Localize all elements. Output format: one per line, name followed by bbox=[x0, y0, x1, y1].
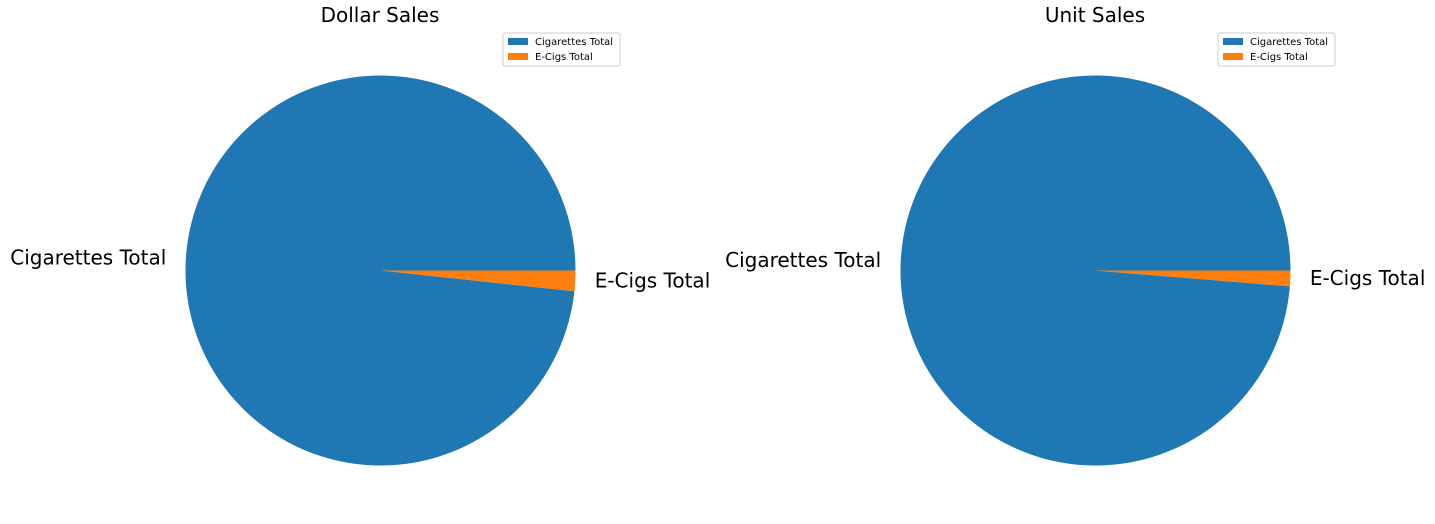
slice-label-e-cigs-total: E-Cigs Total bbox=[1310, 266, 1426, 290]
pie-slice-e-cigs-total bbox=[1095, 270, 1291, 287]
chart-title: Dollar Sales bbox=[321, 3, 440, 27]
legend-swatch-ecigs bbox=[1223, 53, 1243, 60]
legend-swatch-cigarettes bbox=[508, 38, 528, 45]
pie-slice-cigarettes-total bbox=[185, 75, 576, 466]
pie-slice-e-cigs-total bbox=[380, 270, 576, 292]
legend-label-ecigs: E-Cigs Total bbox=[1250, 52, 1308, 63]
slice-label-e-cigs-total: E-Cigs Total bbox=[595, 268, 711, 292]
legend-label-ecigs: E-Cigs Total bbox=[535, 52, 593, 63]
legend-frame bbox=[1217, 32, 1336, 67]
pie-slices bbox=[900, 75, 1291, 466]
slice-labels: Cigarettes Total E-Cigs Total bbox=[725, 248, 1425, 290]
legend-label-cigarettes: Cigarettes Total bbox=[1250, 37, 1328, 48]
legend: Cigarettes Total E-Cigs Total bbox=[1217, 32, 1336, 67]
pie-slice-cigarettes-total bbox=[900, 75, 1291, 466]
slice-labels: Cigarettes Total E-Cigs Total bbox=[10, 246, 710, 293]
dollar-sales-chart: Dollar Sales Cigarettes Total E-Cigs Tota… bbox=[10, 3, 710, 466]
legend-swatch-cigarettes bbox=[1223, 38, 1243, 45]
slice-label-cigarettes-total: Cigarettes Total bbox=[725, 248, 881, 272]
legend-swatch-ecigs bbox=[508, 53, 528, 60]
pie-slices bbox=[185, 75, 576, 466]
chart-title: Unit Sales bbox=[1045, 3, 1145, 27]
legend-label-cigarettes: Cigarettes Total bbox=[535, 37, 613, 48]
legend: Cigarettes Total E-Cigs Total bbox=[502, 32, 621, 67]
legend-frame bbox=[502, 32, 621, 67]
slice-label-cigarettes-total: Cigarettes Total bbox=[10, 246, 166, 270]
